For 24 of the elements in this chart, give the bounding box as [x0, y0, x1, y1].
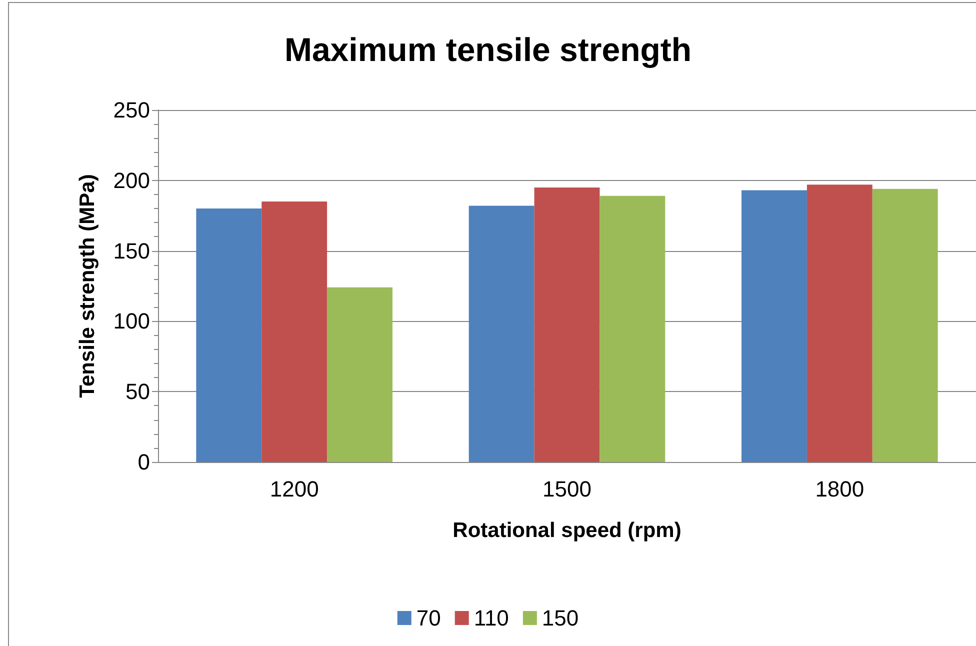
y-tick-label: 100 — [113, 308, 150, 334]
bar — [262, 202, 328, 462]
y-tick-label: 50 — [126, 379, 150, 404]
legend-label: 110 — [474, 606, 509, 630]
legend-label: 70 — [416, 606, 441, 630]
x-axis-title: Rotational speed (rpm) — [452, 519, 682, 542]
y-tick-label: 150 — [113, 238, 150, 264]
y-tick-label: 0 — [138, 450, 150, 474]
bar — [806, 184, 872, 462]
chart-title: Maximum tensile strength — [284, 31, 692, 68]
x-tick-label: 1500 — [542, 476, 592, 502]
legend-label: 150 — [542, 606, 579, 630]
bar — [742, 190, 807, 462]
x-tick-label: 1200 — [270, 476, 319, 502]
x-tick-label: 1800 — [815, 476, 864, 502]
bar — [534, 187, 600, 462]
bar — [327, 287, 392, 462]
y-tick-label: 200 — [113, 168, 150, 193]
y-axis-title: Tensile strength (MPa) — [76, 174, 99, 398]
bar — [872, 188, 938, 462]
y-tick-label: 250 — [113, 98, 150, 122]
bar — [600, 196, 666, 462]
bar — [468, 206, 534, 462]
bar — [196, 208, 262, 462]
